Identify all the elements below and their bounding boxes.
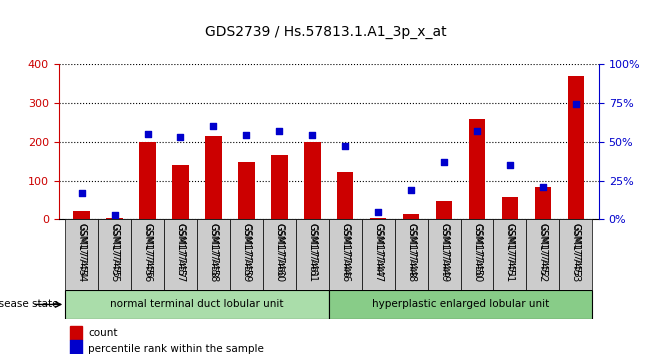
Point — [472, 128, 482, 133]
Bar — [173, 165, 189, 219]
Point — [208, 123, 219, 129]
FancyBboxPatch shape — [428, 219, 460, 290]
Text: GSM177454: GSM177454 — [77, 223, 86, 278]
Text: percentile rank within the sample: percentile rank within the sample — [88, 344, 264, 354]
Text: GSM177455: GSM177455 — [110, 223, 119, 278]
Point — [76, 190, 87, 196]
Point — [175, 134, 186, 140]
Text: hyperplastic enlarged lobular unit: hyperplastic enlarged lobular unit — [372, 299, 549, 309]
FancyBboxPatch shape — [65, 290, 329, 319]
FancyBboxPatch shape — [362, 219, 395, 290]
Bar — [337, 172, 353, 219]
Text: GSM177450: GSM177450 — [472, 223, 482, 282]
Bar — [74, 211, 90, 219]
FancyBboxPatch shape — [65, 219, 98, 290]
FancyBboxPatch shape — [559, 219, 592, 290]
Text: GSM177446: GSM177446 — [340, 223, 350, 282]
Bar — [502, 197, 518, 219]
Bar — [469, 119, 485, 219]
Bar — [139, 142, 156, 219]
Text: GSM177457: GSM177457 — [176, 223, 186, 282]
Point — [406, 187, 417, 193]
Text: GSM177451: GSM177451 — [505, 223, 514, 278]
FancyBboxPatch shape — [296, 219, 329, 290]
Bar — [70, 340, 82, 354]
Bar — [436, 201, 452, 219]
Text: GSM177460: GSM177460 — [274, 223, 284, 282]
FancyBboxPatch shape — [460, 219, 493, 290]
FancyBboxPatch shape — [263, 219, 296, 290]
FancyBboxPatch shape — [131, 219, 164, 290]
FancyBboxPatch shape — [329, 290, 592, 319]
Bar — [403, 214, 419, 219]
Point — [373, 209, 383, 215]
FancyBboxPatch shape — [493, 219, 527, 290]
Point — [241, 132, 251, 138]
Point — [109, 212, 120, 218]
Text: GSM177451: GSM177451 — [505, 223, 515, 282]
Text: GSM177450: GSM177450 — [473, 223, 482, 278]
Text: GSM177452: GSM177452 — [538, 223, 548, 282]
Point — [143, 131, 153, 137]
Text: GSM177448: GSM177448 — [407, 223, 415, 278]
Text: GSM177456: GSM177456 — [143, 223, 152, 282]
FancyBboxPatch shape — [329, 219, 362, 290]
Point — [538, 184, 548, 190]
Text: GSM177461: GSM177461 — [308, 223, 317, 278]
FancyBboxPatch shape — [230, 219, 263, 290]
Text: GSM177457: GSM177457 — [176, 223, 185, 278]
Bar — [534, 187, 551, 219]
Text: disease state: disease state — [0, 299, 59, 309]
Text: GSM177456: GSM177456 — [143, 223, 152, 278]
Text: GSM177447: GSM177447 — [374, 223, 383, 278]
Text: GSM177459: GSM177459 — [242, 223, 251, 282]
Bar — [106, 217, 123, 219]
Text: count: count — [88, 328, 117, 338]
FancyBboxPatch shape — [164, 219, 197, 290]
Bar — [304, 142, 320, 219]
Bar — [70, 326, 82, 340]
Text: GSM177449: GSM177449 — [439, 223, 449, 282]
Bar — [238, 162, 255, 219]
Point — [274, 128, 284, 133]
Bar — [271, 155, 288, 219]
Text: normal terminal duct lobular unit: normal terminal duct lobular unit — [110, 299, 284, 309]
FancyBboxPatch shape — [395, 219, 428, 290]
Text: GSM177453: GSM177453 — [571, 223, 581, 282]
Text: GSM177453: GSM177453 — [572, 223, 580, 278]
Text: GSM177460: GSM177460 — [275, 223, 284, 278]
Point — [340, 143, 350, 149]
Text: GSM177449: GSM177449 — [439, 223, 449, 278]
FancyBboxPatch shape — [197, 219, 230, 290]
FancyBboxPatch shape — [98, 219, 131, 290]
Text: GSM177458: GSM177458 — [209, 223, 218, 278]
Point — [307, 132, 318, 138]
Text: GSM177448: GSM177448 — [406, 223, 416, 282]
Bar — [205, 136, 222, 219]
Bar — [370, 217, 387, 219]
FancyBboxPatch shape — [527, 219, 559, 290]
Text: GSM177461: GSM177461 — [307, 223, 317, 282]
Text: GSM177458: GSM177458 — [208, 223, 219, 282]
Text: GSM177446: GSM177446 — [340, 223, 350, 278]
Text: GSM177455: GSM177455 — [109, 223, 120, 282]
Point — [571, 101, 581, 107]
Text: GDS2739 / Hs.57813.1.A1_3p_x_at: GDS2739 / Hs.57813.1.A1_3p_x_at — [204, 25, 447, 39]
Text: GSM177459: GSM177459 — [242, 223, 251, 278]
Text: GSM177447: GSM177447 — [373, 223, 383, 282]
Text: GSM177454: GSM177454 — [77, 223, 87, 282]
Text: GSM177452: GSM177452 — [538, 223, 547, 278]
Point — [505, 162, 515, 168]
Bar — [568, 76, 584, 219]
Point — [439, 159, 449, 165]
